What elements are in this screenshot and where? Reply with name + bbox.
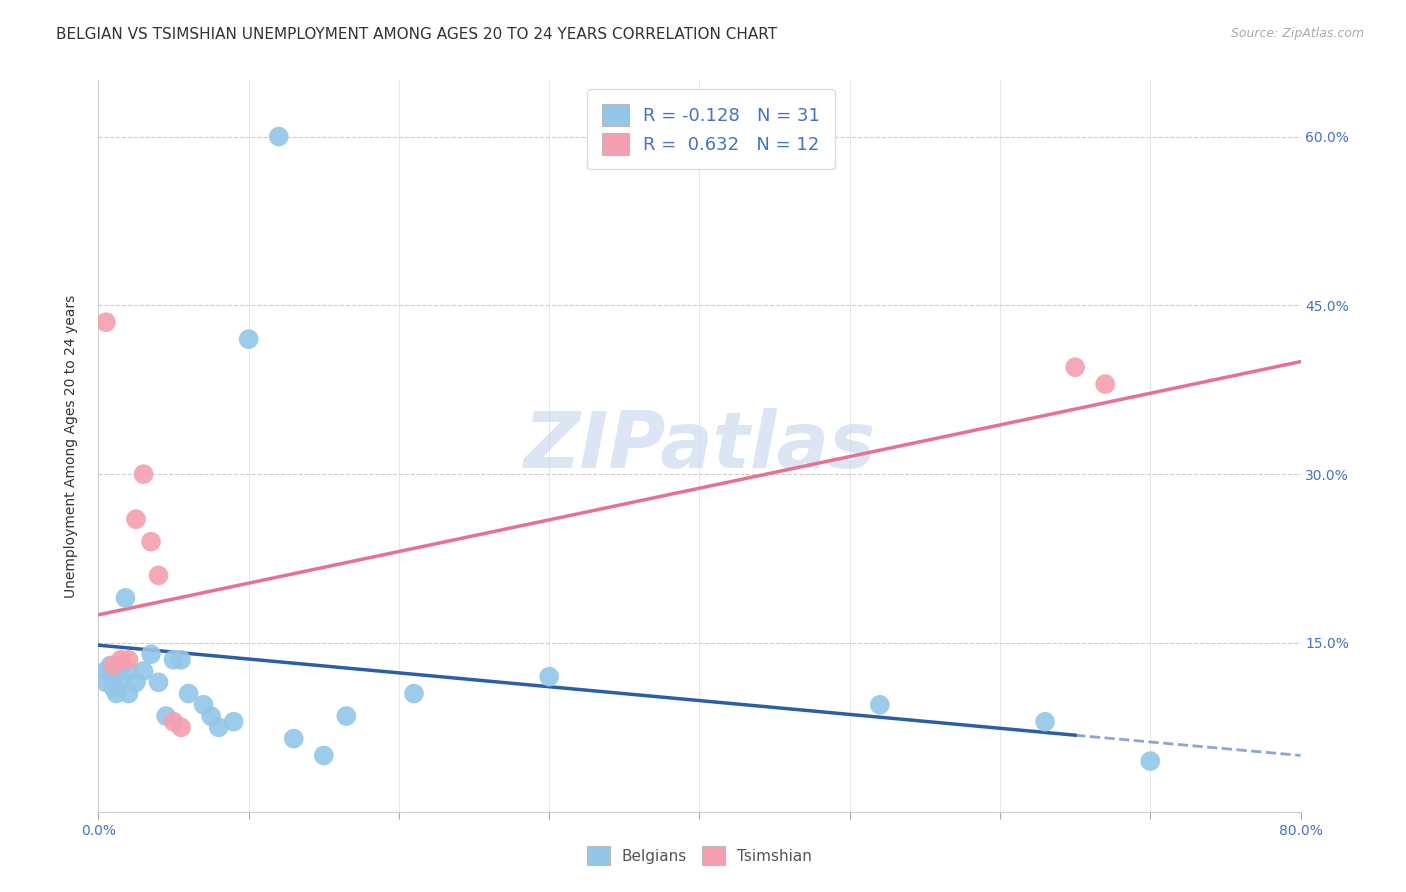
- Point: [200, 709, 222, 723]
- Point: [162, 714, 184, 729]
- Text: ZIPatlas: ZIPatlas: [523, 408, 876, 484]
- Point: [132, 664, 155, 678]
- Point: [110, 658, 132, 673]
- Point: [100, 658, 122, 673]
- Point: [117, 664, 139, 678]
- Point: [283, 731, 305, 746]
- Point: [125, 512, 148, 526]
- Point: [238, 332, 260, 346]
- Point: [105, 687, 128, 701]
- Point: [132, 467, 155, 482]
- Point: [103, 658, 125, 673]
- Point: [193, 698, 215, 712]
- Point: [94, 664, 117, 678]
- Point: [869, 698, 891, 712]
- Point: [1064, 360, 1087, 375]
- Text: BELGIAN VS TSIMSHIAN UNEMPLOYMENT AMONG AGES 20 TO 24 YEARS CORRELATION CHART: BELGIAN VS TSIMSHIAN UNEMPLOYMENT AMONG …: [56, 27, 778, 42]
- Point: [117, 687, 139, 701]
- Point: [139, 647, 162, 661]
- Point: [177, 687, 200, 701]
- Point: [267, 129, 290, 144]
- Point: [94, 675, 117, 690]
- Legend: Belgians, Tsimshian: Belgians, Tsimshian: [575, 834, 824, 877]
- Point: [110, 653, 132, 667]
- Point: [170, 720, 193, 734]
- Point: [208, 720, 231, 734]
- Point: [222, 714, 245, 729]
- Point: [335, 709, 357, 723]
- Point: [1094, 377, 1116, 392]
- Point: [110, 675, 132, 690]
- Point: [155, 709, 177, 723]
- Point: [402, 687, 425, 701]
- Point: [94, 315, 117, 329]
- Text: Source: ZipAtlas.com: Source: ZipAtlas.com: [1230, 27, 1364, 40]
- Point: [103, 670, 125, 684]
- Point: [125, 675, 148, 690]
- Point: [148, 568, 170, 582]
- Point: [117, 653, 139, 667]
- Point: [170, 653, 193, 667]
- Point: [1033, 714, 1056, 729]
- Point: [148, 675, 170, 690]
- Point: [103, 681, 125, 695]
- Point: [162, 653, 184, 667]
- Point: [139, 534, 162, 549]
- Point: [312, 748, 335, 763]
- Point: [538, 670, 561, 684]
- Point: [1139, 754, 1161, 768]
- Point: [114, 591, 136, 605]
- Y-axis label: Unemployment Among Ages 20 to 24 years: Unemployment Among Ages 20 to 24 years: [63, 294, 77, 598]
